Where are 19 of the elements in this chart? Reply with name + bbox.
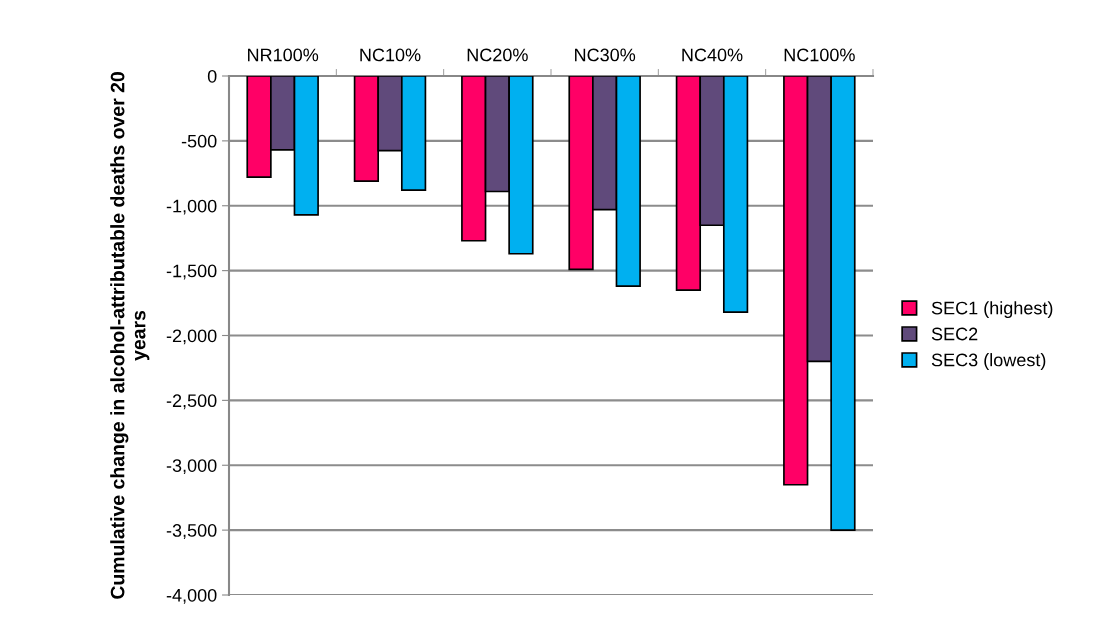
legend-label: SEC2: [931, 327, 978, 341]
y-tick-label: -3,000: [166, 459, 217, 475]
x-tick-label: NC20%: [467, 48, 528, 62]
y-tick-label: -3,500: [166, 524, 217, 539]
y-tick-label: -2,500: [166, 394, 217, 410]
y-tick-label: 0: [207, 69, 217, 83]
legend-label: SEC3 (lowest): [931, 353, 1046, 370]
y-axis-title: Cumulative change in alcohol-attributable deaths over 20 years: [110, 72, 150, 599]
y-tick-label: -2,000: [166, 329, 217, 345]
y-tick-label: -4,000: [166, 588, 217, 604]
x-tick-label: NC30%: [575, 48, 636, 62]
x-tick-label: NC40%: [682, 48, 743, 62]
legend-label: SEC1 (highest): [931, 301, 1053, 319]
x-tick-label: NR100%: [248, 48, 319, 62]
y-tick-label: -1,500: [166, 264, 217, 280]
y-tick-label: -1,000: [166, 199, 217, 215]
x-tick-label: NC10%: [360, 48, 421, 62]
x-tick-label: NC100%: [784, 48, 855, 62]
y-tick-label: -500: [181, 134, 217, 148]
